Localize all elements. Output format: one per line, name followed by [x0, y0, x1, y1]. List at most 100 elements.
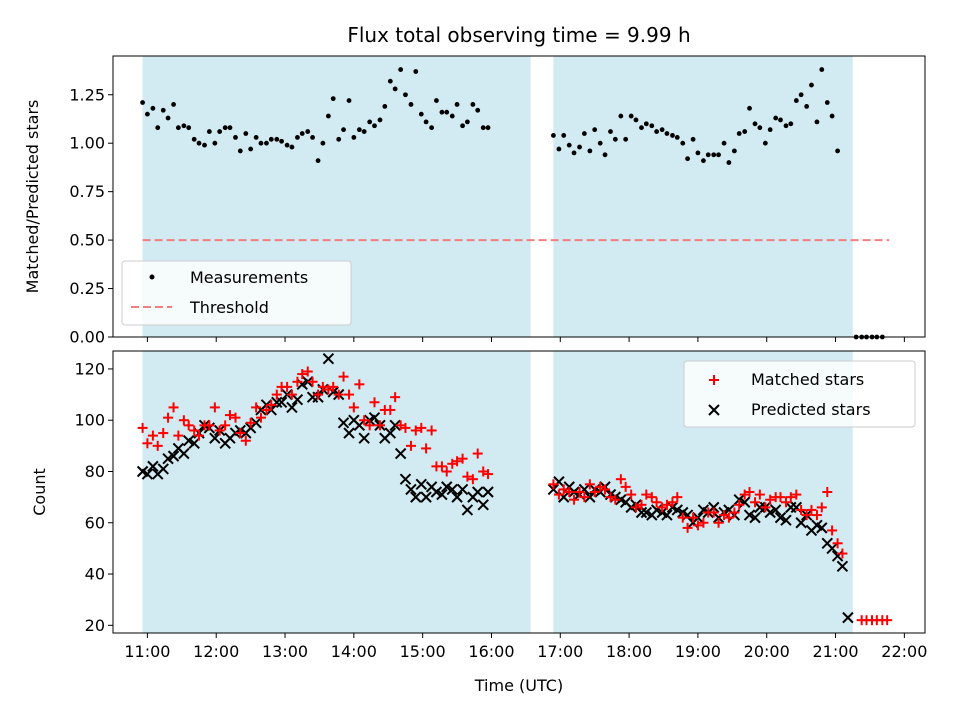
bottom-y-axis-label: Count [30, 468, 49, 516]
measurement-point [464, 119, 470, 125]
matched-star-point [832, 538, 843, 549]
predicted-star-point-b [461, 504, 474, 516]
measurement-point [664, 131, 670, 136]
matched-star-point [251, 402, 262, 413]
measurement-point [773, 115, 779, 121]
measurement-point [551, 133, 556, 138]
measurement-point [295, 134, 300, 140]
predicted-star-point [353, 419, 366, 432]
matched-star-point [369, 397, 380, 408]
predicted-star-point-b [769, 504, 782, 516]
predicted-star-point-b [384, 427, 397, 439]
measurement-point [814, 119, 820, 125]
measurement-point [398, 67, 404, 72]
measurement-point [160, 107, 166, 113]
matched-star-point [286, 389, 297, 400]
measurement-point [202, 142, 207, 148]
predicted-star-point [147, 460, 159, 473]
matched-star-point [317, 381, 328, 392]
measurement-point [460, 123, 465, 129]
predicted-star-point-b [749, 511, 761, 524]
matched-star-point [626, 489, 637, 500]
matched-star-point [620, 481, 631, 492]
measurement-point [480, 125, 486, 131]
measurement-point [150, 105, 156, 111]
measurement-point [243, 131, 249, 136]
measurement-point [711, 152, 717, 158]
measurement-point [191, 136, 197, 142]
matched-star-point [374, 420, 385, 431]
matched-star-point [692, 520, 703, 531]
predicted-star-point [584, 491, 596, 503]
matched-star-point [750, 497, 761, 508]
predicted-star-point [446, 483, 458, 496]
predicted-star-point [415, 478, 427, 491]
predicted-star-point-b [708, 501, 720, 514]
predicted-star-point-b [291, 394, 304, 406]
matched-star-point [421, 443, 432, 454]
predicted-star-point-b [167, 450, 180, 462]
measurement-point [639, 125, 644, 131]
predicted-star-point-b [477, 499, 489, 511]
measurement-point [798, 92, 804, 98]
predicted-star-point [769, 504, 782, 516]
predicted-star-point-b [615, 493, 627, 506]
measurement-point [253, 134, 259, 140]
matched-star-point [457, 453, 468, 464]
predicted-star-point-b [723, 504, 735, 516]
measurement-point [485, 125, 491, 131]
predicted-star-point [456, 483, 469, 496]
matched-star-point [713, 517, 724, 528]
predicted-star-point-b [353, 419, 366, 432]
predicted-star-point-b [141, 468, 154, 480]
matched-star-point [344, 389, 355, 400]
measurement-point [829, 113, 835, 119]
predicted-star-point [209, 432, 221, 444]
measurement-point [346, 98, 352, 103]
predicted-star-point [816, 522, 828, 534]
top-y-tick-label: 0.25 [69, 279, 105, 298]
predicted-star-point-b [743, 509, 756, 521]
predicted-star-point-b [182, 435, 195, 447]
measurement-point [423, 119, 429, 125]
measurement-point [685, 156, 690, 162]
matched-star-point [152, 440, 163, 451]
measurement-point [628, 113, 634, 119]
measurement-point [284, 142, 290, 148]
matched-star-point [483, 469, 494, 480]
matched-star-point [672, 492, 683, 503]
matched-star-point [548, 479, 559, 490]
measurement-point [408, 102, 414, 107]
measurement-point [361, 129, 367, 134]
measurement-point [783, 123, 789, 129]
predicted-star-point [405, 483, 417, 496]
matched-star-point [646, 492, 657, 503]
measurement-point [757, 125, 763, 131]
predicted-star-point [368, 411, 381, 424]
measurement-point [809, 82, 814, 88]
predicted-star-point-b [666, 501, 679, 514]
predicted-star-point [275, 396, 288, 408]
top-axes-frame [112, 55, 926, 338]
measurement-point [310, 134, 315, 140]
measurement-point [649, 123, 655, 129]
measurement-point [315, 158, 321, 164]
measurement-point [633, 117, 639, 123]
measurement-point [788, 121, 794, 127]
measurement-point [392, 86, 398, 92]
matched-star-point [564, 487, 575, 497]
predicted-star-point [322, 352, 335, 365]
measurement-points [140, 67, 885, 340]
matched-star-point [462, 471, 473, 482]
predicted-star-point-b [456, 483, 469, 496]
measurement-point [341, 127, 346, 133]
measurement-point [470, 102, 476, 107]
measurement-point [413, 69, 419, 74]
legend-matched-label: Matched stars [751, 370, 864, 389]
predicted-star-point-b [671, 504, 683, 516]
predicted-star-point [384, 427, 397, 439]
x-axis-label: Time (UTC) [474, 676, 563, 695]
bottom-x-axis: 11:00 12:00 13:00 14:00 15:00 16:00 17:00 18:00… [124, 633, 927, 661]
predicted-star-point [842, 611, 854, 624]
measurement-point [612, 136, 618, 142]
